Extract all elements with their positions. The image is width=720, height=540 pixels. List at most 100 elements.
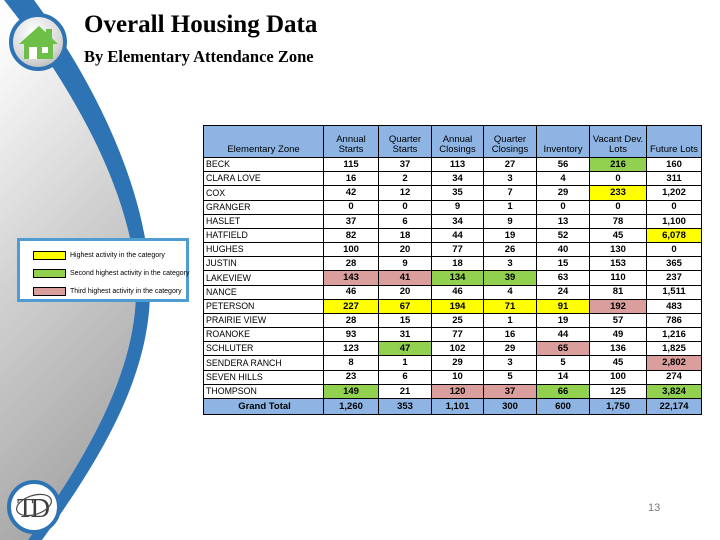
value-cell: 71 <box>483 298 537 314</box>
value-cell: 0 <box>536 199 590 215</box>
page-subtitle: By Elementary Attendance Zone <box>84 47 314 66</box>
td-logo-icon: TD <box>7 480 61 534</box>
table-row: PETERSON 227 67 194 71 91 192 483 <box>203 298 702 314</box>
value-cell: 113 <box>431 156 484 173</box>
zone-cell: PRAIRIE VIEW <box>203 312 324 329</box>
value-cell: 8 <box>323 355 379 371</box>
zone-cell: COX <box>203 185 324 201</box>
zone-cell: SEVEN HILLS <box>203 369 324 385</box>
column-header: Inventory <box>536 125 590 158</box>
value-cell: 3 <box>483 256 537 272</box>
value-cell: 9 <box>378 256 432 272</box>
value-cell: 46 <box>323 284 379 300</box>
table-row: ROANOKE 93 31 77 16 44 49 1,216 <box>203 327 702 343</box>
value-cell: 14 <box>536 369 590 385</box>
zone-cell: SCHLUTER <box>203 341 324 357</box>
table-row: THOMPSON 149 21 120 37 66 125 3,824 <box>203 383 702 400</box>
value-cell: 100 <box>323 242 379 258</box>
grand-total-value: 1,260 <box>323 398 379 415</box>
value-cell: 21 <box>378 383 432 400</box>
value-cell: 1,511 <box>646 284 702 300</box>
value-cell: 100 <box>589 369 647 385</box>
value-cell: 18 <box>431 256 484 272</box>
value-cell: 67 <box>378 298 432 314</box>
value-cell: 130 <box>589 242 647 258</box>
column-header: Vacant Dev. Lots <box>589 125 647 158</box>
legend-item-third: Third highest activity in the category <box>33 282 186 300</box>
value-cell: 0 <box>589 199 647 215</box>
value-cell: 47 <box>378 341 432 357</box>
value-cell: 136 <box>589 341 647 357</box>
value-cell: 56 <box>536 156 590 173</box>
grand-total-row: Grand Total 1,260 353 1,101 300 600 1,750 22,17… <box>203 398 702 415</box>
value-cell: 4 <box>536 171 590 187</box>
value-cell: 77 <box>431 327 484 343</box>
value-cell: 39 <box>483 270 537 286</box>
column-header: Quarter Closings <box>483 125 537 158</box>
column-header: Future Lots <box>646 125 702 158</box>
value-cell: 365 <box>646 256 702 272</box>
value-cell: 16 <box>323 171 379 187</box>
value-cell: 3,824 <box>646 383 702 400</box>
value-cell: 110 <box>589 270 647 286</box>
value-cell: 26 <box>483 242 537 258</box>
value-cell: 37 <box>378 156 432 173</box>
zone-cell: ROANOKE <box>203 327 324 343</box>
value-cell: 120 <box>431 383 484 400</box>
zone-cell: HUGHES <box>203 242 324 258</box>
value-cell: 78 <box>589 213 647 229</box>
value-cell: 274 <box>646 369 702 385</box>
value-cell: 41 <box>378 270 432 286</box>
value-cell: 52 <box>536 227 590 244</box>
value-cell: 20 <box>378 284 432 300</box>
housing-data-table: Elementary Zone Annual Starts Quarter Sta… <box>203 125 702 415</box>
value-cell: 1,216 <box>646 327 702 343</box>
value-cell: 0 <box>378 199 432 215</box>
value-cell: 483 <box>646 298 702 314</box>
value-cell: 123 <box>323 341 379 357</box>
value-cell: 19 <box>536 312 590 329</box>
legend-item-highest: Highest activity in the category <box>33 246 186 264</box>
value-cell: 0 <box>646 199 702 215</box>
table-row: LAKEVIEW 143 41 134 39 63 110 237 <box>203 270 702 286</box>
value-cell: 93 <box>323 327 379 343</box>
value-cell: 28 <box>323 256 379 272</box>
value-cell: 9 <box>483 213 537 229</box>
value-cell: 31 <box>378 327 432 343</box>
green-swatch <box>33 268 66 278</box>
table-row: JUSTIN 28 9 18 3 15 153 365 <box>203 256 702 272</box>
value-cell: 115 <box>323 156 379 173</box>
value-cell: 20 <box>378 242 432 258</box>
value-cell: 15 <box>536 256 590 272</box>
value-cell: 6,078 <box>646 227 702 244</box>
value-cell: 63 <box>536 270 590 286</box>
value-cell: 227 <box>323 298 379 314</box>
value-cell: 1,202 <box>646 185 702 201</box>
zone-cell: THOMPSON <box>203 383 324 400</box>
legend-item-second: Second highest activity in the category <box>33 264 189 282</box>
legend-label: Highest activity in the category <box>70 251 165 259</box>
table-row: SCHLUTER 123 47 102 29 65 136 1,825 <box>203 341 702 357</box>
zone-cell: HASLET <box>203 213 324 229</box>
value-cell: 6 <box>378 369 432 385</box>
column-header-zone: Elementary Zone <box>203 125 324 158</box>
table-row: HATFIELD 82 18 44 19 52 45 6,078 <box>203 227 702 244</box>
value-cell: 192 <box>589 298 647 314</box>
value-cell: 153 <box>589 256 647 272</box>
grand-total-value: 353 <box>378 398 432 415</box>
zone-cell: HATFIELD <box>203 227 324 244</box>
page-title: Overall Housing Data <box>84 11 318 38</box>
activity-legend: Highest activity in the category Second … <box>17 238 189 302</box>
value-cell: 0 <box>589 171 647 187</box>
grand-total-label: Grand Total <box>203 398 324 415</box>
value-cell: 143 <box>323 270 379 286</box>
table-row: NANCE 46 20 46 4 24 81 1,511 <box>203 284 702 300</box>
value-cell: 3 <box>483 355 537 371</box>
value-cell: 102 <box>431 341 484 357</box>
value-cell: 237 <box>646 270 702 286</box>
value-cell: 37 <box>323 213 379 229</box>
value-cell: 2 <box>378 171 432 187</box>
value-cell: 37 <box>483 383 537 400</box>
table-row: HUGHES 100 20 77 26 40 130 0 <box>203 242 702 258</box>
table-row: COX 42 12 35 7 29 233 1,202 <box>203 185 702 201</box>
